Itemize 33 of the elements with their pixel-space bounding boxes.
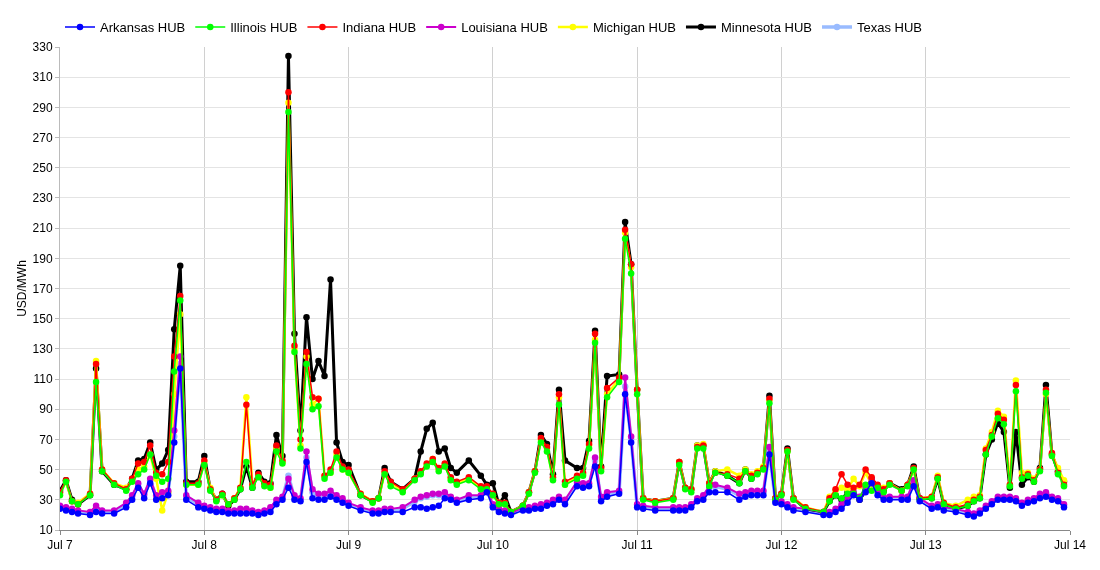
legend-label: Texas HUB xyxy=(857,20,923,36)
x-tick-label: Jul 12 xyxy=(765,538,798,553)
x-tick-label: Jul 7 xyxy=(47,538,73,553)
y-tick-label: 250 xyxy=(32,160,53,175)
x-tick-label: Jul 14 xyxy=(1053,538,1087,553)
y-tick-label: 270 xyxy=(32,130,53,145)
x-tick-label: Jul 9 xyxy=(335,538,362,553)
y-tick-label: 310 xyxy=(32,70,53,85)
legend-label: Louisiana HUB xyxy=(461,20,548,36)
y-tick-label: 290 xyxy=(32,100,53,115)
y-tick-label: 50 xyxy=(39,462,53,477)
x-tick-label: Jul 10 xyxy=(476,538,510,553)
legend-label: Arkansas HUB xyxy=(100,20,186,36)
y-tick-label: 330 xyxy=(32,40,53,55)
x-tick-label: Jul 13 xyxy=(909,538,943,553)
y-tick-label: 130 xyxy=(32,342,53,357)
y-tick-label: 90 xyxy=(39,402,53,417)
y-tick-label: 190 xyxy=(32,251,53,266)
y-tick-label: 30 xyxy=(39,493,53,508)
legend-label: Minnesota HUB xyxy=(720,20,813,36)
x-tick-label: Jul 8 xyxy=(191,538,218,553)
y-axis-title: USD/MWh xyxy=(15,260,29,317)
y-tick-label: 110 xyxy=(33,372,53,387)
legend-label: Michigan HUB xyxy=(592,20,676,36)
y-tick-label: 170 xyxy=(32,281,53,296)
y-tick-label: 150 xyxy=(32,311,53,326)
y-tick-label: 210 xyxy=(32,221,53,236)
y-tick-label: 230 xyxy=(32,191,53,206)
y-tick-label: 10 xyxy=(39,523,53,538)
x-tick-label: Jul 11 xyxy=(621,538,654,553)
legend-label: Illinois HUB xyxy=(230,20,298,36)
legend-label: Indiana HUB xyxy=(342,20,417,36)
y-tick-label: 70 xyxy=(39,432,53,447)
